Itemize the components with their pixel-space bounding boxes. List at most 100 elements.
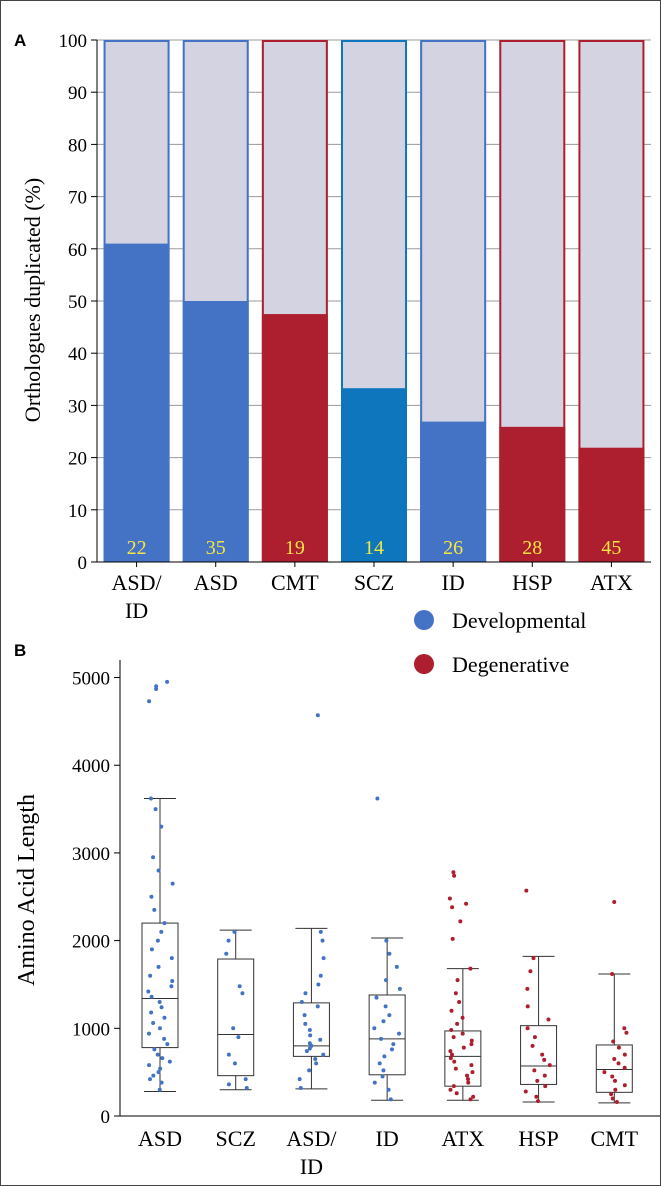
data-point [159,1080,164,1085]
data-point [468,966,473,971]
data-point [169,956,174,961]
bar-duplicated [499,426,566,562]
data-point [532,1068,537,1073]
data-point [298,1085,303,1090]
bar-duplicated [420,421,487,562]
box-iqr [595,1044,633,1093]
data-point [532,1035,537,1040]
panel-b: B Amino Acid Length Developmental Degener… [14,608,660,1179]
data-point [610,1074,615,1079]
panel-b-x-tick-label: SCZ [216,1126,256,1151]
data-point [525,1026,530,1031]
data-point [387,1013,392,1018]
data-point [622,1026,627,1031]
data-point [535,1078,540,1083]
data-point [383,1004,388,1009]
panel-a-label: A [14,31,26,50]
data-point [466,1080,471,1085]
data-point [460,1015,465,1020]
bar-duplicated [578,447,645,562]
panel-a-y-tick-label: 100 [59,31,88,52]
data-point [468,1097,473,1102]
data-point [157,1087,162,1092]
data-point [602,1070,607,1075]
data-point [452,1059,457,1064]
box-iqr [520,1025,558,1085]
data-point [465,1077,470,1082]
box-iqr [444,1030,482,1087]
panel-b-y-tick-label: 4000 [72,756,110,777]
data-point [165,1042,170,1047]
panel-a-y-tick-label: 60 [68,240,87,261]
legend-label-developmental: Developmental [452,608,586,633]
bar-count-label: 19 [285,537,305,559]
data-point [169,984,174,989]
data-point [610,1096,615,1101]
data-point [152,907,157,912]
panel-b-y-tick-label: 3000 [72,844,110,865]
bar-outline [420,40,487,562]
data-point [149,1010,154,1015]
bar-outline [578,40,645,562]
panel-a-x-tick-label: ATX [590,570,633,595]
data-point [530,1043,535,1048]
panel-b-x-tick-label: ATX [441,1126,484,1151]
data-point [308,1033,313,1038]
panel-a-y-tick-label: 10 [68,501,87,522]
data-point [457,1000,462,1004]
data-point [302,1013,307,1018]
data-point [461,1045,466,1050]
data-point [303,991,308,996]
data-point [451,870,456,875]
data-point [397,986,402,991]
data-point [546,1017,551,1022]
data-point [380,1074,385,1079]
bar-count-label: 14 [364,537,384,559]
panel-b-y-tick-label: 1000 [72,1019,110,1040]
data-point [454,1091,459,1096]
panel-a-x-tick-label: HSP [512,570,552,595]
data-point [314,1061,319,1066]
panel-a-y-tick-label: 90 [68,83,87,104]
data-point [159,824,164,829]
data-point [372,1026,377,1031]
data-point [155,938,160,943]
box-iqr [292,1002,330,1057]
data-point [153,807,158,812]
data-point [151,1073,156,1078]
data-point [453,991,458,996]
data-point [149,947,154,952]
data-point [307,1028,312,1033]
data-point [614,1099,619,1104]
bar-count-label: 35 [206,537,226,559]
data-point [469,1038,474,1043]
box-iqr [217,958,255,1077]
panel-a-y-axis-label: Orthologues duplicated (%) [20,178,45,422]
data-point [237,984,242,989]
legend-marker-degenerative [414,654,434,674]
data-point [610,971,615,976]
data-point [386,1087,391,1092]
data-point [381,1019,386,1024]
data-point [372,1080,377,1085]
data-point [148,973,153,978]
data-point [458,919,463,924]
panel-a-y-tick-label: 30 [68,396,87,417]
data-point [162,1015,167,1020]
data-point [170,881,175,886]
data-point [394,964,399,969]
panel-a-y-tick-label: 50 [68,292,87,313]
data-point [377,1061,382,1066]
data-point [613,1087,618,1092]
data-point [453,1066,458,1071]
data-point [449,1028,454,1033]
data-point [449,1052,454,1057]
data-point [147,699,152,704]
panel-a-x-tick-label: ID [125,598,148,623]
data-point [299,1000,304,1004]
bar-remainder [420,40,487,422]
panel-a-y-tick-label: 40 [68,344,87,365]
panel-b-axes: 0 1000 2000 3000 4000 5000 ASD SCZ ASD/ID ID ATX HS… [72,660,660,1179]
data-point [304,1049,309,1054]
box-iqr [141,922,179,1049]
